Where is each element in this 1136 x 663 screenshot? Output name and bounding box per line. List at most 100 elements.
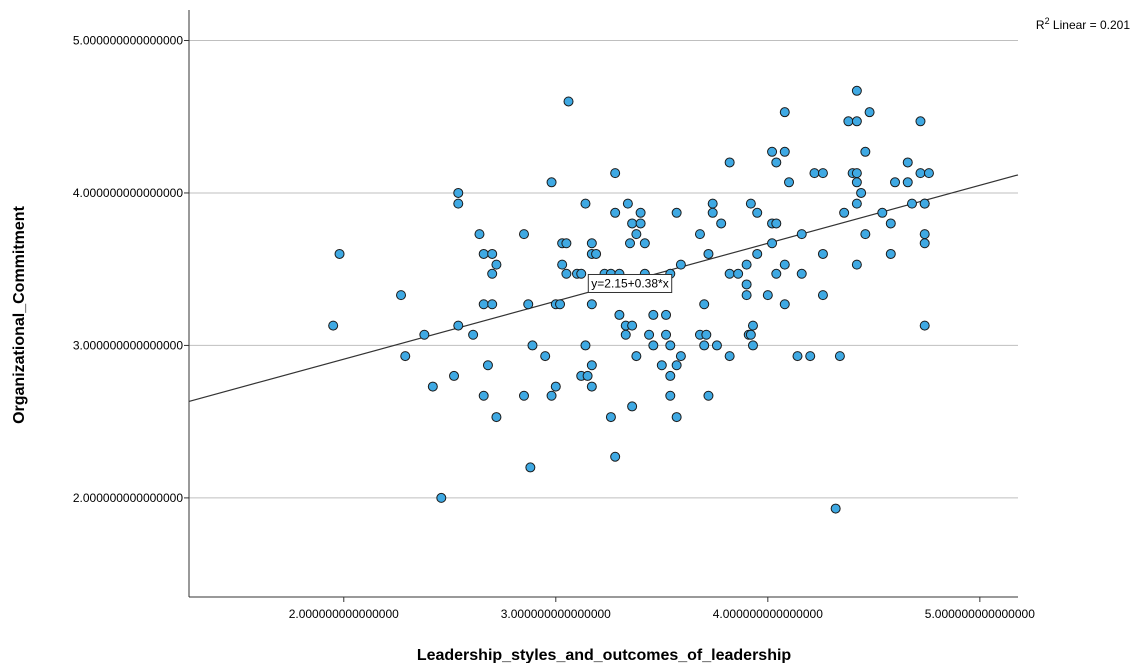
data-point xyxy=(716,218,727,229)
data-point xyxy=(767,238,778,249)
data-point xyxy=(919,320,930,331)
data-point xyxy=(449,370,460,381)
data-point xyxy=(817,290,828,301)
data-point xyxy=(639,238,650,249)
data-point xyxy=(620,329,631,340)
data-point xyxy=(885,248,896,259)
equation-text: y=2.15+0.38*x xyxy=(591,276,668,290)
equation-box xyxy=(587,273,673,293)
data-point xyxy=(661,309,672,320)
data-point xyxy=(877,207,888,218)
data-point xyxy=(665,340,676,351)
data-point xyxy=(627,218,638,229)
data-point xyxy=(809,168,820,179)
data-point xyxy=(675,351,686,362)
data-point xyxy=(747,320,758,331)
data-point xyxy=(923,168,934,179)
data-point xyxy=(792,351,803,362)
data-point xyxy=(796,229,807,240)
data-point xyxy=(906,198,917,209)
axes xyxy=(184,10,1018,602)
data-point xyxy=(644,329,655,340)
data-point xyxy=(860,229,871,240)
data-point xyxy=(724,351,735,362)
data-point xyxy=(580,340,591,351)
data-point xyxy=(779,146,790,157)
data-point xyxy=(555,299,566,310)
data-point xyxy=(779,259,790,270)
data-point xyxy=(671,360,682,371)
data-point xyxy=(453,187,464,198)
data-point xyxy=(919,198,930,209)
data-point xyxy=(518,229,529,240)
data-points xyxy=(328,85,934,514)
data-point xyxy=(523,299,534,310)
data-point xyxy=(752,248,763,259)
data-point xyxy=(482,360,493,371)
data-point xyxy=(656,360,667,371)
data-point xyxy=(767,146,778,157)
data-point xyxy=(851,85,862,96)
data-point xyxy=(834,351,845,362)
data-point xyxy=(487,268,498,279)
data-point xyxy=(586,360,597,371)
data-point xyxy=(699,299,710,310)
data-point xyxy=(771,218,782,229)
data-point xyxy=(586,238,597,249)
data-point xyxy=(648,340,659,351)
data-point xyxy=(546,390,557,401)
y-tick-label-3: 3.000000000000000 xyxy=(73,338,183,352)
data-point xyxy=(665,390,676,401)
data-point xyxy=(453,198,464,209)
y-tick-label-5: 5.000000000000000 xyxy=(73,33,183,47)
data-point xyxy=(860,146,871,157)
data-point xyxy=(671,412,682,423)
data-point xyxy=(661,329,672,340)
x-axis-title: Leadership_styles_and_outcomes_of_leader… xyxy=(417,647,792,663)
y-tick-label-4: 4.000000000000000 xyxy=(73,186,183,200)
data-point xyxy=(582,370,593,381)
data-point xyxy=(635,207,646,218)
data-point xyxy=(817,168,828,179)
data-point xyxy=(525,462,536,473)
data-point xyxy=(902,157,913,168)
data-point xyxy=(427,381,438,392)
data-point xyxy=(752,207,763,218)
r2-linear-label: R2 Linear = 0.201 xyxy=(1036,16,1130,32)
data-point xyxy=(665,370,676,381)
r2-value: Linear = 0.201 xyxy=(1050,18,1131,32)
data-point xyxy=(563,96,574,107)
equation-label: y=2.15+0.38*x xyxy=(587,273,673,293)
data-point xyxy=(771,268,782,279)
r2-superscript: 2 xyxy=(1045,16,1050,26)
tick-labels: 2.000000000000000 3.000000000000000 4.0000… xyxy=(73,33,1035,621)
data-point xyxy=(591,248,602,259)
data-point xyxy=(648,309,659,320)
data-point xyxy=(622,198,633,209)
data-point xyxy=(328,320,339,331)
data-point xyxy=(830,503,841,514)
data-point xyxy=(478,248,489,259)
data-point xyxy=(890,177,901,188)
data-point xyxy=(699,340,710,351)
data-point xyxy=(779,107,790,118)
data-point xyxy=(474,229,485,240)
data-point xyxy=(610,207,621,218)
data-point xyxy=(557,259,568,270)
data-point xyxy=(631,351,642,362)
data-point xyxy=(839,207,850,218)
data-point xyxy=(741,279,752,290)
data-point xyxy=(400,351,411,362)
data-point xyxy=(605,412,616,423)
data-point xyxy=(851,198,862,209)
data-point xyxy=(707,198,718,209)
y-tick-label-2: 2.000000000000000 xyxy=(73,491,183,505)
data-point xyxy=(491,259,502,270)
data-point xyxy=(561,268,572,279)
data-point xyxy=(817,248,828,259)
data-point xyxy=(805,351,816,362)
data-point xyxy=(436,492,447,503)
data-point xyxy=(701,329,712,340)
data-point xyxy=(478,299,489,310)
data-point xyxy=(856,187,867,198)
